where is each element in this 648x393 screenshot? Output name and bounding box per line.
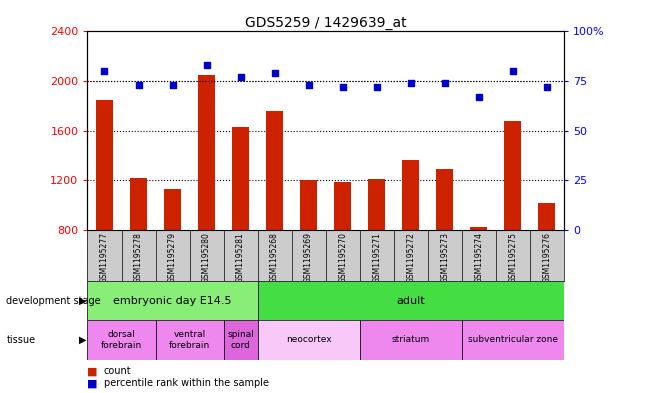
Text: tissue: tissue (6, 335, 36, 345)
Text: spinal
cord: spinal cord (227, 330, 254, 350)
Bar (224, 320, 257, 360)
Text: ▶: ▶ (78, 296, 86, 306)
Text: ■: ■ (87, 366, 98, 376)
Bar (538, 203, 555, 230)
Text: GSM1195274: GSM1195274 (474, 232, 483, 283)
Text: percentile rank within the sample: percentile rank within the sample (104, 378, 269, 388)
Text: neocortex: neocortex (286, 336, 331, 344)
Bar (436, 169, 453, 230)
Text: ventral
forebrain: ventral forebrain (169, 330, 210, 350)
Bar (368, 179, 385, 230)
Bar (164, 189, 181, 230)
Text: GSM1195269: GSM1195269 (304, 232, 313, 283)
Text: embryonic day E14.5: embryonic day E14.5 (113, 296, 232, 306)
Bar (130, 178, 147, 230)
Point (133, 82, 144, 88)
Bar (257, 281, 564, 320)
Bar (504, 121, 521, 230)
Point (371, 84, 382, 90)
Text: GSM1195275: GSM1195275 (508, 232, 517, 283)
Bar (156, 320, 224, 360)
Point (338, 84, 348, 90)
Text: GSM1195270: GSM1195270 (338, 232, 347, 283)
Text: GSM1195280: GSM1195280 (202, 232, 211, 283)
Text: GSM1195273: GSM1195273 (440, 232, 449, 283)
Title: GDS5259 / 1429639_at: GDS5259 / 1429639_at (245, 17, 406, 30)
Point (439, 80, 450, 86)
Bar (470, 228, 487, 230)
Text: GSM1195276: GSM1195276 (542, 232, 551, 283)
Text: GSM1195272: GSM1195272 (406, 232, 415, 283)
Bar (360, 320, 461, 360)
Text: ▶: ▶ (78, 335, 86, 345)
Bar (96, 100, 113, 230)
Text: GSM1195277: GSM1195277 (100, 232, 109, 283)
Point (167, 82, 178, 88)
Point (270, 70, 280, 76)
Bar (198, 75, 215, 230)
Text: subventricular zone: subventricular zone (468, 336, 558, 344)
Text: GSM1195271: GSM1195271 (372, 232, 381, 283)
Text: count: count (104, 366, 132, 376)
Bar (461, 320, 564, 360)
Point (507, 68, 518, 74)
Text: adult: adult (397, 296, 425, 306)
Bar (300, 180, 317, 230)
Text: GSM1195279: GSM1195279 (168, 232, 177, 283)
Bar (266, 111, 283, 230)
Bar (232, 127, 249, 230)
Text: GSM1195268: GSM1195268 (270, 232, 279, 283)
Bar (257, 320, 360, 360)
Text: GSM1195281: GSM1195281 (236, 232, 245, 283)
Point (235, 74, 246, 80)
Text: development stage: development stage (6, 296, 101, 306)
Point (303, 82, 314, 88)
Point (99, 68, 110, 74)
Bar (87, 281, 257, 320)
Point (406, 80, 416, 86)
Point (202, 62, 212, 68)
Text: ■: ■ (87, 378, 98, 388)
Bar (334, 182, 351, 230)
Bar (402, 160, 419, 230)
Text: dorsal
forebrain: dorsal forebrain (101, 330, 142, 350)
Bar (87, 320, 156, 360)
Text: GSM1195278: GSM1195278 (134, 232, 143, 283)
Point (474, 94, 484, 100)
Point (542, 84, 552, 90)
Text: striatum: striatum (391, 336, 430, 344)
